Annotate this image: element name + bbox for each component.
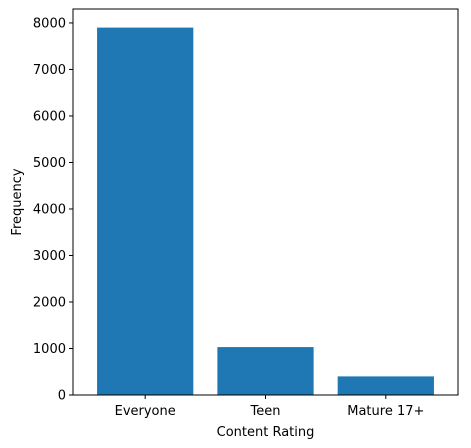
y-tick-label: 2000 (33, 295, 66, 310)
x-axis-label: Content Rating (217, 425, 315, 440)
y-tick-label: 5000 (33, 156, 66, 171)
y-tick-label: 7000 (33, 63, 66, 78)
bar-everyone (97, 27, 194, 395)
bar-mature-17 (337, 376, 434, 395)
y-tick-label: 8000 (33, 16, 66, 31)
bar-teen (217, 347, 314, 395)
y-tick-label: 0 (58, 389, 66, 404)
x-tick-label: Everyone (115, 404, 176, 419)
y-axis-ticks: 0 1000 2000 3000 4000 5000 6000 7000 8000 (33, 16, 73, 404)
plot-frame (72, 8, 459, 396)
x-tick-label: Teen (250, 404, 281, 419)
y-axis-label: Frequency (10, 168, 25, 235)
bars-group (97, 27, 434, 395)
y-tick-label: 3000 (33, 249, 66, 264)
x-tick-label: Mature 17+ (347, 404, 424, 419)
y-tick-label: 4000 (33, 202, 66, 217)
y-tick-label: 1000 (33, 342, 66, 357)
x-axis-ticks: Everyone Teen Mature 17+ (115, 395, 424, 419)
y-tick-label: 6000 (33, 109, 66, 124)
